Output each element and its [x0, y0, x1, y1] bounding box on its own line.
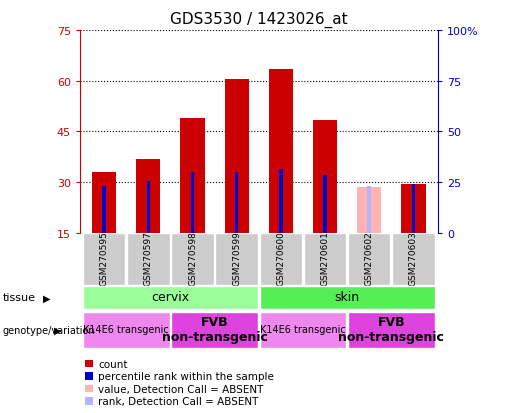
Bar	[260, 233, 302, 285]
Text: GSM270597: GSM270597	[144, 231, 153, 285]
Text: GSM270595: GSM270595	[99, 231, 109, 285]
Bar	[313, 120, 337, 233]
Text: value, Detection Call = ABSENT: value, Detection Call = ABSENT	[98, 384, 264, 394]
Bar	[171, 313, 258, 348]
Bar	[180, 119, 204, 233]
Bar	[127, 233, 169, 285]
Bar	[171, 233, 214, 285]
Bar	[392, 233, 435, 285]
Text: GSM270599: GSM270599	[232, 231, 241, 285]
Bar	[235, 173, 238, 233]
Bar	[83, 313, 169, 348]
Bar	[225, 80, 249, 233]
Text: GSM270601: GSM270601	[320, 231, 330, 285]
Text: GSM270600: GSM270600	[277, 231, 285, 285]
Bar	[368, 186, 371, 233]
Text: K14E6 transgenic: K14E6 transgenic	[83, 325, 169, 335]
Bar	[92, 173, 116, 233]
Bar	[215, 233, 258, 285]
Bar	[191, 173, 194, 233]
Bar	[260, 286, 435, 309]
Bar	[348, 233, 390, 285]
Text: ▶: ▶	[43, 293, 50, 303]
Bar	[279, 169, 283, 233]
Bar	[269, 70, 293, 233]
Text: FVB
non-transgenic: FVB non-transgenic	[162, 316, 267, 344]
Bar	[411, 185, 415, 233]
Text: percentile rank within the sample: percentile rank within the sample	[98, 371, 274, 381]
Bar	[357, 188, 382, 233]
Bar	[83, 286, 258, 309]
Text: K14E6 transgenic: K14E6 transgenic	[260, 325, 346, 335]
Bar	[102, 186, 106, 233]
Text: genotype/variation: genotype/variation	[3, 325, 95, 335]
Text: cervix: cervix	[151, 291, 190, 304]
Text: FVB
non-transgenic: FVB non-transgenic	[338, 316, 444, 344]
Bar	[83, 233, 125, 285]
Bar	[304, 233, 346, 285]
Text: tissue: tissue	[3, 293, 36, 303]
Bar	[323, 176, 327, 233]
Text: ▶: ▶	[54, 325, 61, 335]
Text: GSM270602: GSM270602	[365, 231, 374, 285]
Bar	[136, 159, 161, 233]
Bar	[348, 313, 435, 348]
Bar	[401, 185, 425, 233]
Text: count: count	[98, 359, 128, 369]
Text: rank, Detection Call = ABSENT: rank, Detection Call = ABSENT	[98, 396, 259, 406]
Text: GSM270603: GSM270603	[409, 231, 418, 285]
Text: skin: skin	[335, 291, 359, 304]
Text: GSM270598: GSM270598	[188, 231, 197, 285]
Title: GDS3530 / 1423026_at: GDS3530 / 1423026_at	[170, 12, 348, 28]
Bar	[260, 313, 346, 348]
Bar	[147, 181, 150, 233]
